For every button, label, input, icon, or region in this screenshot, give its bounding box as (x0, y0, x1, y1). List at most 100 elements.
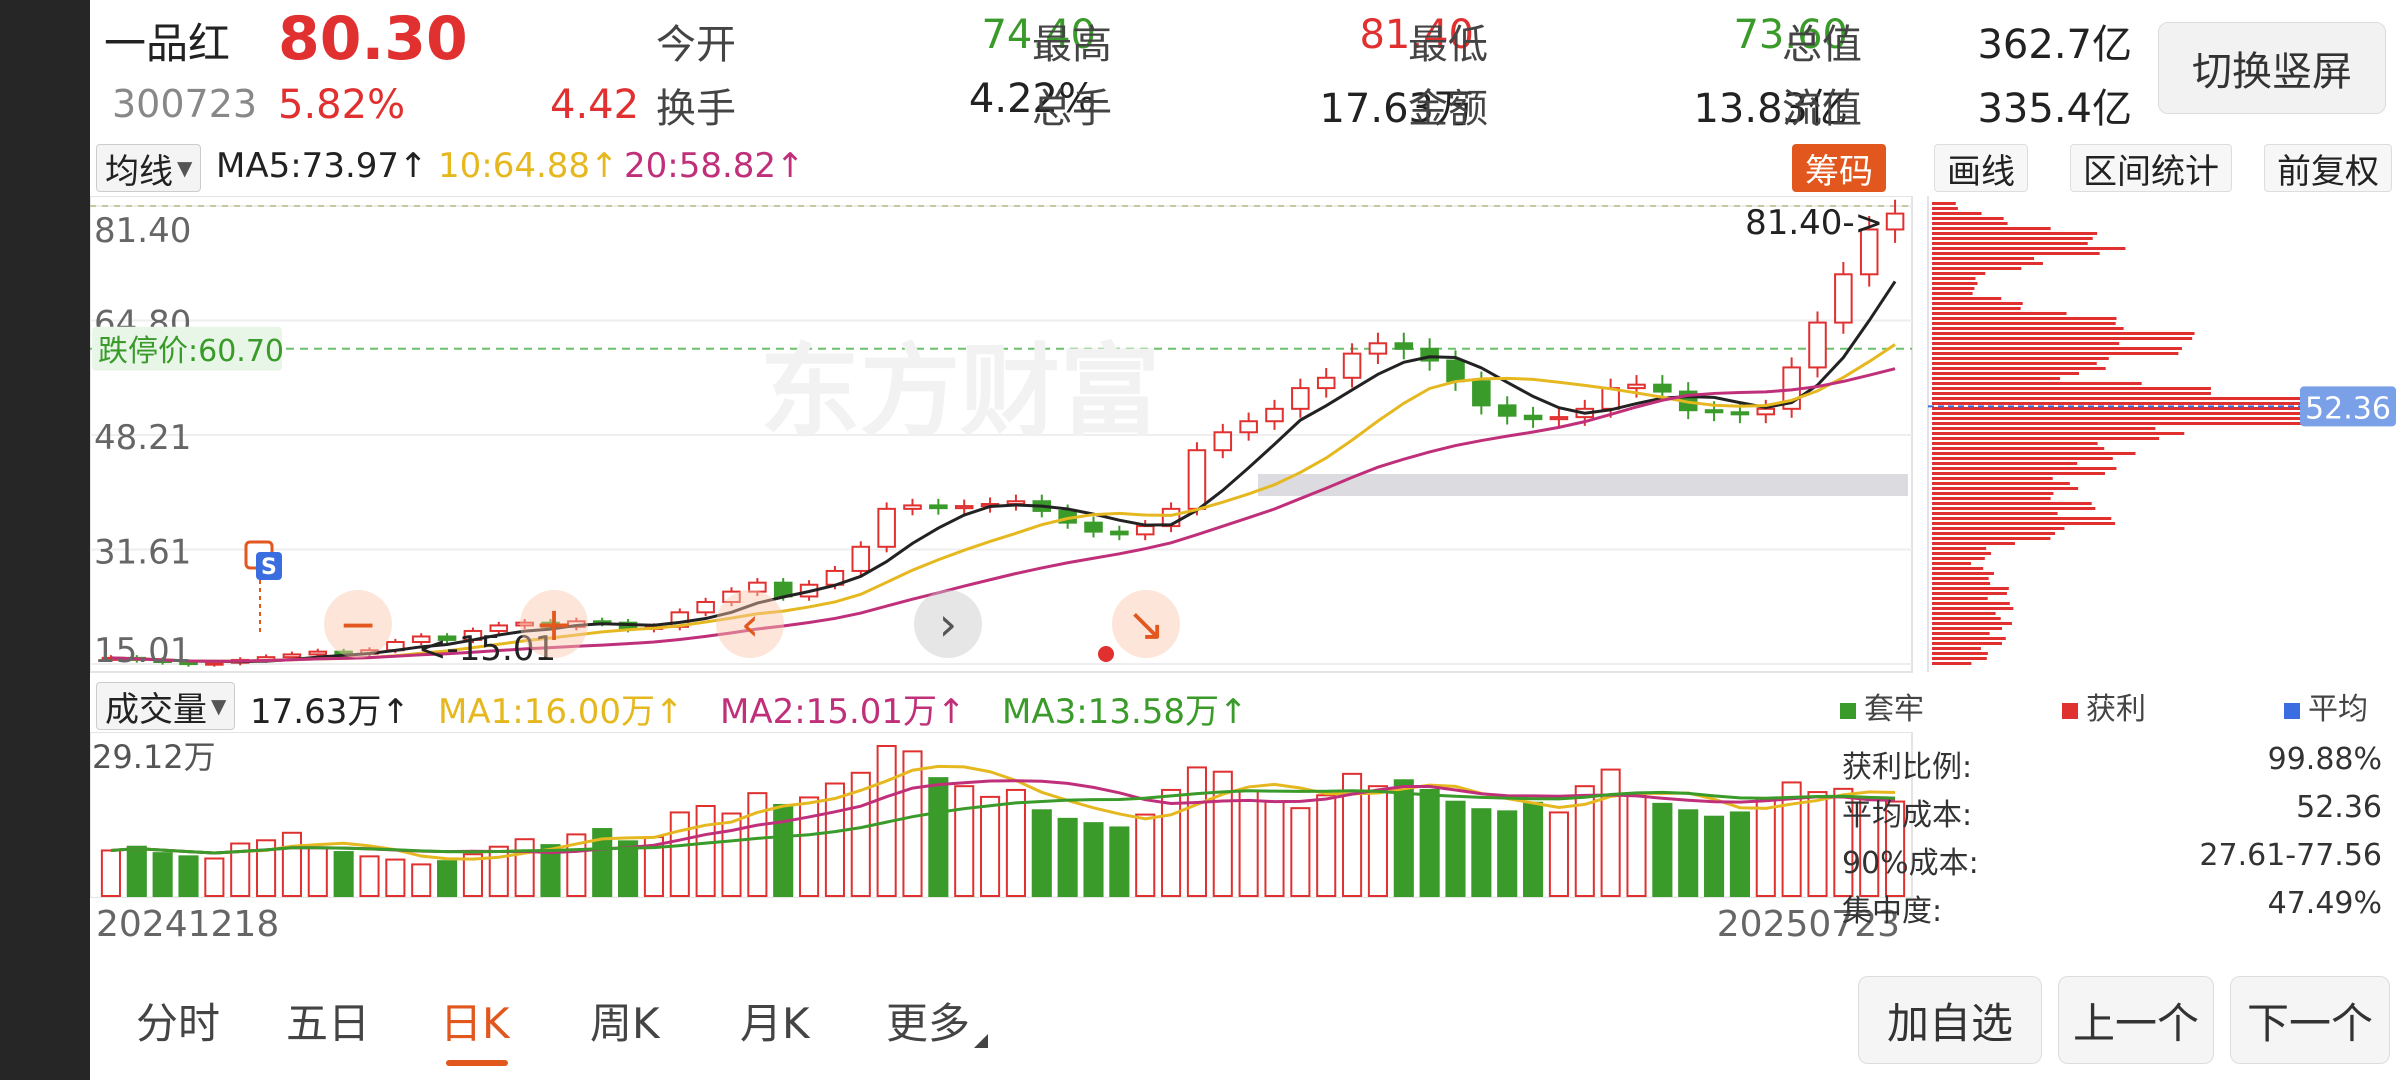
chip-bar (1932, 592, 2007, 595)
stat-label-amount: 金额 (1408, 86, 1488, 132)
volume-bar (1083, 822, 1104, 897)
tab-monthly-k[interactable]: 月K (740, 999, 810, 1048)
ma-selector[interactable]: 均线 ▼ (96, 144, 202, 192)
chip-bar (1932, 607, 2014, 610)
tool-range-stats-button[interactable]: 区间统计 (2070, 144, 2232, 192)
ma-selector-label: 均线 (105, 151, 173, 192)
chip-stat-90-cost: 90%成本: 27.61-77.56 (1842, 838, 2382, 882)
tool-draw-button[interactable]: 画线 (1934, 144, 2028, 192)
volume-bar (1342, 772, 1363, 898)
volume-bar (359, 855, 380, 897)
limit-down-tag-bg (92, 326, 282, 371)
add-watchlist-button[interactable]: 加自选 (1858, 976, 2042, 1064)
candle (1756, 407, 1776, 416)
chip-bar (1932, 527, 2065, 530)
scroll-left-icon-bg[interactable] (716, 590, 784, 658)
candle (1110, 530, 1129, 536)
volume-bar (1885, 800, 1906, 897)
stat-value-mktcap: 362.7亿 (1977, 22, 2132, 68)
volume-bar (1652, 802, 1673, 897)
volume-bar (333, 851, 354, 897)
volume-ma3: MA3:13.58万↑ (1002, 692, 1248, 732)
stat-label-high: 最高 (1032, 22, 1112, 68)
chip-legend-trapped: 套牢 (1840, 684, 1924, 728)
chip-bar (1932, 362, 2097, 365)
candle (1523, 414, 1543, 421)
volume-bar (281, 831, 302, 897)
ma10-value: 10:64.88↑ (438, 146, 619, 186)
previous-stock-button[interactable]: 上一个 (2058, 976, 2214, 1064)
chip-bar (1932, 422, 2322, 425)
tab-five-day[interactable]: 五日 (286, 999, 371, 1048)
volume-bar (1005, 788, 1026, 897)
volume-bar (1186, 766, 1207, 897)
zoom-out-icon[interactable]: − (339, 597, 378, 651)
zoom-in-icon-bg[interactable] (520, 590, 588, 658)
caret-down-icon: ▼ (177, 156, 193, 180)
volume-chart[interactable]: 29.12万 (90, 732, 1930, 898)
volume-bar (1807, 791, 1828, 898)
tab-weekly-k[interactable]: 周K (590, 999, 660, 1048)
candle (1420, 347, 1439, 362)
volume-bar (514, 838, 535, 897)
scroll-left-icon[interactable]: ‹ (741, 597, 759, 651)
ma5-line (110, 280, 1897, 664)
stat-label-float: 流值 (1782, 86, 1862, 132)
reset-zoom-icon[interactable]: ↘ (1127, 597, 1166, 651)
chip-bar (1932, 322, 2116, 325)
tab-more[interactable]: 更多 (886, 999, 971, 1048)
volume-bar (1109, 826, 1130, 897)
chip-bar (1932, 332, 2195, 335)
tab-intraday[interactable]: 分时 (136, 999, 221, 1048)
stock-price: 80.30 (278, 4, 468, 74)
chip-bar (1932, 337, 2193, 340)
next-stock-button[interactable]: 下一个 (2230, 976, 2390, 1064)
chip-bar (1932, 232, 2098, 235)
volume-bar (1574, 785, 1595, 897)
tool-chips-button[interactable]: 筹码 (1792, 144, 1886, 192)
active-tab-indicator (446, 1060, 508, 1066)
candle (1265, 407, 1284, 423)
candle (851, 545, 871, 572)
stat-value-volume: 17.63万 (1319, 86, 1474, 132)
chip-bar (1932, 327, 2124, 330)
volume-bar (1729, 811, 1750, 897)
chip-bar (1932, 407, 2392, 410)
signal-s-icon[interactable] (256, 552, 282, 580)
stat-value-float: 335.4亿 (1977, 86, 2132, 132)
zoom-in-icon[interactable]: + (535, 597, 574, 651)
zoom-out-icon-bg[interactable] (324, 590, 392, 658)
stat-label-turnover: 换手 (656, 86, 736, 132)
volume-bar (178, 855, 199, 897)
scroll-right-icon-bg[interactable] (914, 590, 982, 658)
y-axis-label: 81.40 (94, 211, 191, 251)
volume-indicator-row: 成交量 ▼ 17.63万↑ MA1:16.00万↑ MA2:15.01万↑ MA… (90, 676, 1930, 732)
chip-bar (1932, 572, 1994, 575)
candle (1885, 212, 1905, 231)
chip-bar (1932, 357, 2109, 360)
high-marker: 81.40-> (1745, 203, 1883, 243)
limit-down-label: 跌停价:60.70 (98, 334, 284, 369)
scroll-right-icon[interactable]: › (939, 597, 957, 651)
tool-adjust-button[interactable]: 前复权 (2264, 144, 2392, 192)
candle (1704, 409, 1724, 414)
stat-value-open: 74.40 (981, 12, 1096, 58)
chip-bar (1932, 582, 1991, 585)
chip-bar (1932, 397, 2358, 400)
volume-bar (1316, 794, 1337, 897)
chip-bar (1932, 447, 2105, 450)
candle (1730, 411, 1750, 416)
volume-selector[interactable]: 成交量 ▼ (96, 682, 236, 730)
switch-portrait-button[interactable]: 切换竖屏 (2158, 22, 2386, 114)
volume-ma1: MA1:16.00万↑ (438, 692, 684, 732)
chip-bar (1932, 377, 2061, 380)
chip-bar (1932, 237, 2093, 240)
tab-daily-k[interactable]: 日K (440, 999, 510, 1048)
candlestick-chart[interactable]: 东方财富 52.36 81.4064.8048.2131.6115.01跌停价:… (90, 196, 2400, 676)
chip-bar (1932, 647, 1981, 650)
chip-bar (1932, 227, 2051, 230)
chip-bar (1932, 372, 2080, 375)
reset-zoom-icon-bg[interactable] (1112, 590, 1180, 658)
volume-bar (1678, 809, 1699, 897)
volume-bar (1367, 785, 1388, 897)
